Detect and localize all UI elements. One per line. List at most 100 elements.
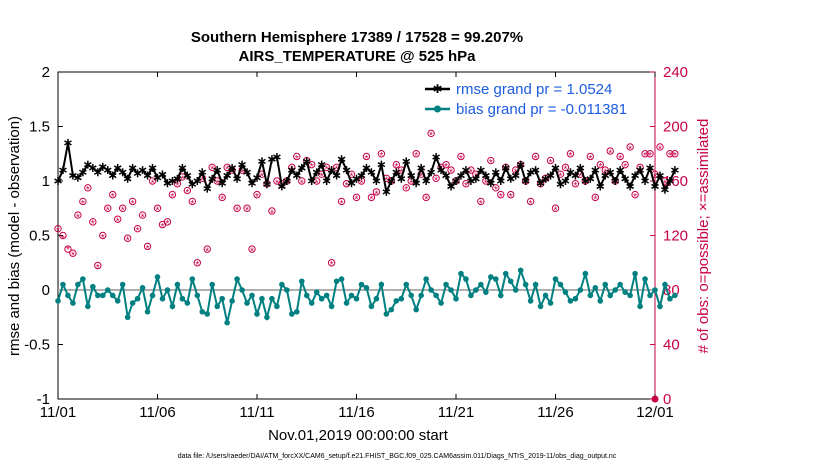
bias-point	[522, 281, 529, 288]
bias-point	[303, 292, 310, 299]
obs-assimilated-point: *	[648, 151, 652, 162]
rmse-point	[551, 163, 560, 172]
bias-point	[418, 292, 424, 299]
bias-point	[587, 292, 594, 299]
rmse-point	[123, 174, 132, 183]
bias-point	[313, 289, 320, 295]
obs-possible-point	[412, 150, 420, 158]
obs-assimilated-point: *	[315, 178, 319, 189]
rmse-point	[317, 160, 326, 169]
chart-subtitle: AIRS_TEMPERATURE @ 525 hPa	[239, 48, 477, 65]
rmse-point	[616, 166, 625, 175]
obs-possible-point	[168, 190, 177, 199]
bias-point	[348, 292, 355, 299]
rmse-point	[297, 163, 306, 172]
obs-possible-point	[467, 166, 475, 174]
obs-possible-point	[606, 147, 614, 155]
rmse-point	[417, 163, 426, 172]
bias-point	[239, 287, 245, 293]
bias-point	[65, 292, 71, 299]
obs-possible-point	[367, 193, 376, 202]
obs-assimilated-point: *	[394, 162, 398, 173]
obs-possible-point	[422, 193, 430, 202]
obs-assimilated-point: *	[180, 174, 184, 185]
obs-assimilated-point: *	[335, 165, 339, 176]
bias-point	[378, 281, 385, 288]
rmse-point	[646, 163, 654, 172]
bias-point	[174, 281, 181, 288]
rmse-point	[631, 171, 639, 180]
bias-point	[443, 281, 449, 288]
bias-point	[552, 276, 559, 282]
rmse-point	[238, 160, 246, 169]
y-tick-label: 1	[42, 173, 50, 190]
obs-assimilated-point: *	[215, 178, 219, 189]
rmse-point	[143, 171, 152, 180]
obs-possible-point	[163, 218, 172, 226]
obs-assimilated-point: *	[81, 199, 85, 210]
obs-possible-point	[54, 224, 62, 233]
obs-assimilated-point: *	[190, 199, 194, 210]
obs-possible-point	[462, 180, 470, 188]
obs-possible-point	[138, 211, 147, 219]
obs-possible-point	[218, 193, 226, 202]
legend-rmse-marker: ✱	[432, 82, 442, 96]
rmse-point	[462, 166, 470, 175]
obs-possible-point	[153, 204, 162, 212]
obs-assimilated-point: *	[121, 206, 125, 217]
obs-possible-point	[143, 242, 152, 251]
bias-point	[572, 295, 579, 302]
rmse-point	[282, 177, 291, 185]
rmse-point	[596, 182, 605, 191]
bias-point	[199, 309, 206, 315]
obs-possible-point	[248, 245, 256, 253]
obs-end-point	[651, 395, 659, 403]
obs-possible-point	[243, 204, 251, 212]
bias-point	[284, 287, 290, 293]
rmse-point	[278, 182, 286, 191]
bias-point	[224, 319, 230, 326]
bias-point	[209, 281, 216, 288]
obs-assimilated-point: *	[673, 151, 677, 162]
bias-point	[90, 283, 96, 290]
obs-assimilated-point: *	[255, 192, 259, 203]
obs-possible-point	[402, 184, 410, 192]
rmse-point	[208, 174, 217, 183]
bias-point	[463, 276, 469, 282]
obs-assimilated-point: *	[658, 144, 662, 155]
bias-point	[294, 309, 300, 315]
bias-point	[189, 276, 196, 282]
obs-possible-point	[99, 231, 107, 240]
y-tick-label: 0.5	[29, 228, 50, 245]
obs-possible-point	[188, 197, 197, 206]
obs-assimilated-point: *	[151, 178, 155, 189]
obs-assimilated-point: *	[414, 151, 418, 162]
bias-point	[159, 295, 166, 302]
obs-assimilated-point: *	[235, 206, 239, 217]
obs-assimilated-point: *	[56, 226, 60, 237]
x-tick-label: 11/16	[338, 404, 374, 421]
rmse-point	[54, 177, 62, 185]
bias-point	[527, 298, 534, 304]
rmse-point	[591, 166, 600, 175]
rmse-point	[536, 179, 545, 188]
rmse-point	[327, 166, 336, 175]
obs-assimilated-point: *	[161, 222, 165, 233]
obs-assimilated-point: *	[200, 176, 204, 187]
rmse-point	[223, 171, 232, 180]
bias-point	[537, 303, 544, 310]
bias-point	[497, 292, 504, 299]
rmse-point	[158, 170, 167, 179]
obs-assimilated-point: *	[623, 162, 627, 173]
rmse-point	[621, 174, 630, 183]
bias-point	[358, 281, 365, 288]
bias-point	[433, 292, 439, 299]
obs-possible-point	[447, 166, 455, 174]
obs-assimilated-point: *	[300, 178, 304, 189]
bias-point	[184, 300, 191, 306]
bias-point	[104, 287, 111, 293]
rmse-point	[138, 166, 147, 175]
obs-possible-point	[442, 160, 450, 169]
bias-point	[219, 295, 225, 302]
obs-assimilated-point: *	[374, 189, 378, 200]
